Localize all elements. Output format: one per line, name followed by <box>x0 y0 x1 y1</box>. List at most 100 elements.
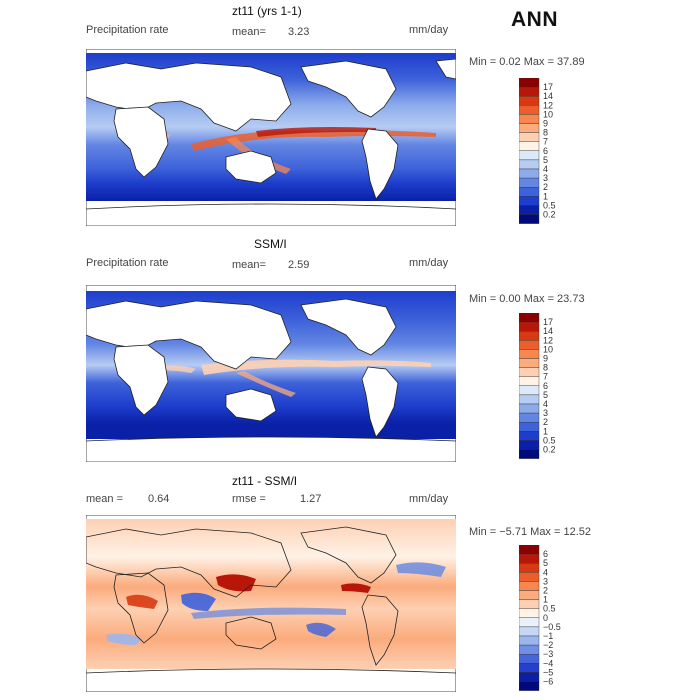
colorbar-swatch <box>518 331 540 341</box>
colorbar-tick-label: 14 <box>543 326 553 336</box>
colorbar-tick-label: 10 <box>543 109 553 119</box>
panel-1-field-label: Precipitation rate <box>86 24 169 36</box>
colorbar-swatch <box>518 449 540 459</box>
colorbar-tick-label: 0 <box>543 613 548 623</box>
colorbar-swatch <box>518 608 540 619</box>
colorbar-swatch <box>518 177 540 188</box>
colorbar-tick-label: −6 <box>543 677 553 687</box>
colorbar-tick-label: 7 <box>543 137 548 147</box>
colorbar-tick-label: 0.5 <box>543 200 556 210</box>
colorbar-tick-label: 7 <box>543 372 548 382</box>
colorbar-swatch <box>518 340 540 350</box>
colorbar-tick-label: 17 <box>543 317 553 327</box>
panel-3-rmse-label: rmse = <box>232 493 266 505</box>
colorbar-tick-label: −2 <box>543 640 553 650</box>
colorbar-tick-label: 0.5 <box>543 435 556 445</box>
colorbar-swatch <box>518 349 540 359</box>
colorbar-swatch <box>518 205 540 215</box>
colorbar-swatch <box>518 431 540 441</box>
colorbar-swatch <box>518 77 540 88</box>
colorbar-tick-label: 0.2 <box>543 210 556 220</box>
colorbar-swatch <box>518 186 540 197</box>
colorbar-swatch <box>518 635 540 646</box>
panel-3-minmax: Min = −5.71 Max = 12.52 <box>469 526 591 538</box>
colorbar-swatch <box>518 421 540 432</box>
colorbar-swatch <box>518 440 540 450</box>
colorbar-swatch <box>518 544 540 555</box>
colorbar-tick-label: 2 <box>543 586 548 596</box>
colorbar-tick-label: 5 <box>543 155 548 165</box>
colorbar-swatch <box>518 312 540 323</box>
panel-2-minmax: Min = 0.00 Max = 23.73 <box>469 293 585 305</box>
panel-2-units: mm/day <box>409 257 449 269</box>
colorbar-swatch <box>518 672 540 682</box>
colorbar-swatch <box>518 563 540 573</box>
colorbar-tick-label: 2 <box>543 182 548 192</box>
colorbar-tick-label: 6 <box>543 549 548 559</box>
season-label: ANN <box>511 8 558 31</box>
colorbar-swatch <box>518 412 540 423</box>
colorbar-swatch <box>518 553 540 564</box>
colorbar-swatch <box>518 376 540 387</box>
colorbar-swatch <box>518 581 540 591</box>
colorbar-swatch <box>518 141 540 152</box>
colorbar-swatch <box>518 123 540 133</box>
colorbar-tick-label: 8 <box>543 363 548 373</box>
panel-2-field-label: Precipitation rate <box>86 257 169 269</box>
colorbar-tick-label: 1 <box>543 191 548 201</box>
colorbar-tick-label: −4 <box>543 658 553 668</box>
colorbar-tick-label: 0.5 <box>543 604 556 614</box>
colorbar-swatch <box>518 394 540 405</box>
colorbar-swatch <box>518 114 540 124</box>
panel-3-rmse-value: 1.27 <box>300 493 322 505</box>
colorbar-swatch <box>518 86 540 97</box>
colorbar-swatch <box>518 663 540 673</box>
colorbar-tick-label: 14 <box>543 91 553 101</box>
colorbar-tick-label: 4 <box>543 399 548 409</box>
colorbar-tick-label: 4 <box>543 164 548 174</box>
colorbar-tick-label: 1 <box>543 426 548 436</box>
colorbar-tick-label: −0.5 <box>543 622 561 632</box>
panel-2-mean-value: 2.59 <box>288 259 310 271</box>
panel-1-mean-value: 3.23 <box>288 26 310 38</box>
panel-2-colorbar: 17 14 12 10 9 8 7 6 5 4 3 2 1 0.5 0.2 <box>518 312 579 466</box>
colorbar-swatch <box>518 358 540 368</box>
colorbar-tick-label: 5 <box>543 390 548 400</box>
panel-1-mean-label: mean= <box>232 26 266 38</box>
colorbar-swatch <box>518 214 540 224</box>
colorbar-swatch <box>518 367 540 377</box>
colorbar-tick-label: 9 <box>543 119 548 129</box>
panel-3-mean-label: mean = <box>86 493 123 505</box>
colorbar-tick-label: 10 <box>543 344 553 354</box>
colorbar-swatch <box>518 590 540 600</box>
colorbar-tick-label: 8 <box>543 128 548 138</box>
panel-1-title: zt11 (yrs 1-1) <box>232 4 302 18</box>
panel-1-colorbar: 17 14 12 10 9 8 7 6 5 4 3 2 1 0.5 0.2 <box>518 77 579 231</box>
panel-3-mean-value: 0.64 <box>148 493 170 505</box>
colorbar-swatch <box>518 105 540 115</box>
colorbar-swatch <box>518 168 540 179</box>
colorbar-tick-label: 6 <box>543 146 548 156</box>
colorbar-tick-label: 1 <box>543 595 548 605</box>
colorbar-tick-label: 6 <box>543 381 548 391</box>
colorbar-tick-label: 3 <box>543 173 548 183</box>
colorbar-tick-label: −1 <box>543 631 553 641</box>
colorbar-swatch <box>518 132 540 142</box>
colorbar-swatch <box>518 196 540 206</box>
colorbar-swatch <box>518 681 540 691</box>
colorbar-swatch <box>518 572 540 582</box>
colorbar-tick-label: 12 <box>543 100 553 110</box>
panel-3-units: mm/day <box>409 493 449 505</box>
panel-2-map <box>85 284 457 463</box>
panel-3-title: zt11 - SSM/I <box>232 474 298 488</box>
colorbar-tick-label: 9 <box>543 354 548 364</box>
colorbar-swatch <box>518 159 540 170</box>
panel-2-title: SSM/I <box>254 237 287 251</box>
colorbar-swatch <box>518 321 540 332</box>
colorbar-swatch <box>518 653 540 664</box>
colorbar-tick-label: 3 <box>543 408 548 418</box>
colorbar-swatch <box>518 403 540 414</box>
colorbar-swatch <box>518 96 540 106</box>
colorbar-swatch <box>518 385 540 396</box>
colorbar-swatch <box>518 617 540 628</box>
